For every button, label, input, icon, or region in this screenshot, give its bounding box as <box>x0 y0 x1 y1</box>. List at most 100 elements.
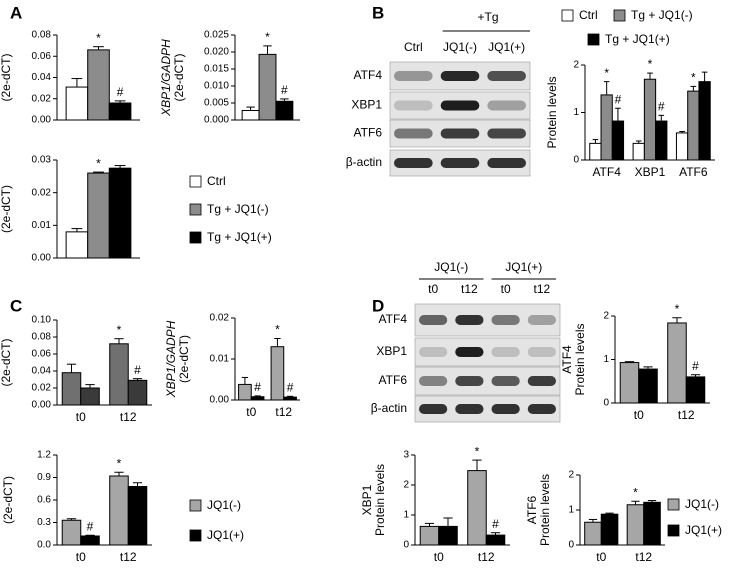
blot-band <box>455 404 484 414</box>
blot-band <box>487 128 526 139</box>
y-tick-label: 0.00 <box>32 115 52 126</box>
y-axis-label: ATF6 <box>525 495 539 524</box>
y-axis-label: ATF6/GADPH <box>0 462 2 538</box>
legend-swatch <box>189 203 202 216</box>
y-tick-label: 1 <box>573 107 579 118</box>
bar <box>109 343 129 406</box>
blot-band <box>527 404 556 414</box>
bar <box>687 90 700 161</box>
panel-letter: D <box>372 296 384 315</box>
bar <box>655 120 668 161</box>
x-tick-label: t12 <box>678 408 695 422</box>
significance-label: # <box>117 85 124 99</box>
bar <box>419 525 440 546</box>
blot-band <box>419 315 448 325</box>
blot-group-label: JQ1(+) <box>505 260 542 274</box>
legend-label: Ctrl <box>579 8 598 22</box>
y-axis-label: XBP1 <box>360 484 374 515</box>
y-tick-label: 0.020 <box>204 47 229 58</box>
bar <box>685 376 706 404</box>
x-tick-label: t12 <box>635 550 652 564</box>
blot-lane-label: JQ1(-) <box>443 40 477 54</box>
significance-label: * <box>117 323 122 337</box>
y-axis-label: (2e-dCT) <box>0 53 13 101</box>
y-tick-label: 0.3 <box>37 517 51 528</box>
y-axis-label: (2e-dCT) <box>177 335 191 383</box>
y-axis-label: ATF4 <box>560 345 574 374</box>
significance-label: * <box>96 31 101 45</box>
blot-band <box>487 158 526 168</box>
bar <box>238 383 252 401</box>
y-tick-label: 0.03 <box>32 155 52 166</box>
bar <box>667 322 687 404</box>
blot-header: +Tg <box>477 10 498 24</box>
bar <box>283 396 297 401</box>
bar <box>108 102 132 121</box>
blot-row-label: XBP1 <box>376 344 407 358</box>
blot-band <box>527 347 556 357</box>
blot-band <box>491 376 520 386</box>
bar <box>584 521 602 546</box>
y-tick-label: 0 <box>603 398 609 409</box>
panel-letter: C <box>10 296 22 315</box>
blot-band <box>394 71 433 81</box>
significance-label: * <box>117 456 122 470</box>
legend-swatch <box>189 175 202 188</box>
significance-label: # <box>134 363 141 377</box>
blot-band <box>440 128 480 139</box>
significance-label: * <box>265 30 270 44</box>
y-tick-label: 0.00 <box>32 400 52 411</box>
legend-label: JQ1(-) <box>685 497 719 511</box>
y-tick-label: 0.025 <box>204 30 229 41</box>
legend-label: Tg + JQ1(+) <box>605 32 670 46</box>
legend-label: JQ1(-) <box>207 498 241 512</box>
blot-row-label: ATF4 <box>354 68 383 82</box>
blot-band <box>491 404 520 414</box>
y-tick-label: 0.01 <box>32 220 52 231</box>
y-tick-label: 0 <box>573 155 579 166</box>
significance-label: * <box>604 66 609 80</box>
significance-label: # <box>615 92 622 106</box>
y-axis-label: (2e-dCT) <box>1 476 15 524</box>
x-tick-label: t12 <box>275 405 292 419</box>
bar <box>109 475 129 546</box>
legend-label: Tg + JQ1(+) <box>207 230 272 244</box>
y-tick-label: 1.2 <box>37 450 51 461</box>
blot-row-label: β-actin <box>346 155 382 169</box>
significance-label: * <box>675 302 680 316</box>
blot-lane-label: t12 <box>534 282 551 296</box>
y-axis-label: (2e-dCT) <box>0 185 13 233</box>
blot-band <box>491 347 520 357</box>
y-tick-label: 0.015 <box>204 64 229 75</box>
blot-group-label: JQ1(-) <box>434 260 468 274</box>
y-tick-label: 0.08 <box>32 332 52 343</box>
y-tick-label: 1 <box>603 354 609 365</box>
blot-band <box>394 100 433 111</box>
y-tick-label: 2 <box>568 470 574 481</box>
blot-band <box>394 158 433 168</box>
y-tick-label: 0.01 <box>210 354 230 365</box>
bar <box>643 78 657 161</box>
bar <box>65 86 89 121</box>
significance-label: * <box>475 444 480 458</box>
x-tick-label: ATF6 <box>679 165 708 179</box>
bar <box>127 379 148 406</box>
legend-label: Ctrl <box>207 174 226 188</box>
blot-band <box>440 71 480 81</box>
significance-label: * <box>633 485 638 499</box>
bar <box>61 372 82 406</box>
bar <box>241 109 260 121</box>
blot-band <box>527 315 556 325</box>
y-axis-label: (2e-dCT) <box>0 338 13 386</box>
x-tick-label: ATF4 <box>592 165 621 179</box>
legend-label: JQ1(+) <box>685 523 722 537</box>
y-tick-label: 2 <box>573 60 579 71</box>
y-tick-label: 0.02 <box>32 383 52 394</box>
blot-lane-label: t0 <box>428 282 438 296</box>
y-axis-label: (2e-dCT) <box>172 53 186 101</box>
bar <box>108 167 132 259</box>
blot-row-label: ATF4 <box>379 312 408 326</box>
blot-band <box>419 347 448 357</box>
blot-band <box>487 71 526 81</box>
significance-label: # <box>254 380 261 394</box>
